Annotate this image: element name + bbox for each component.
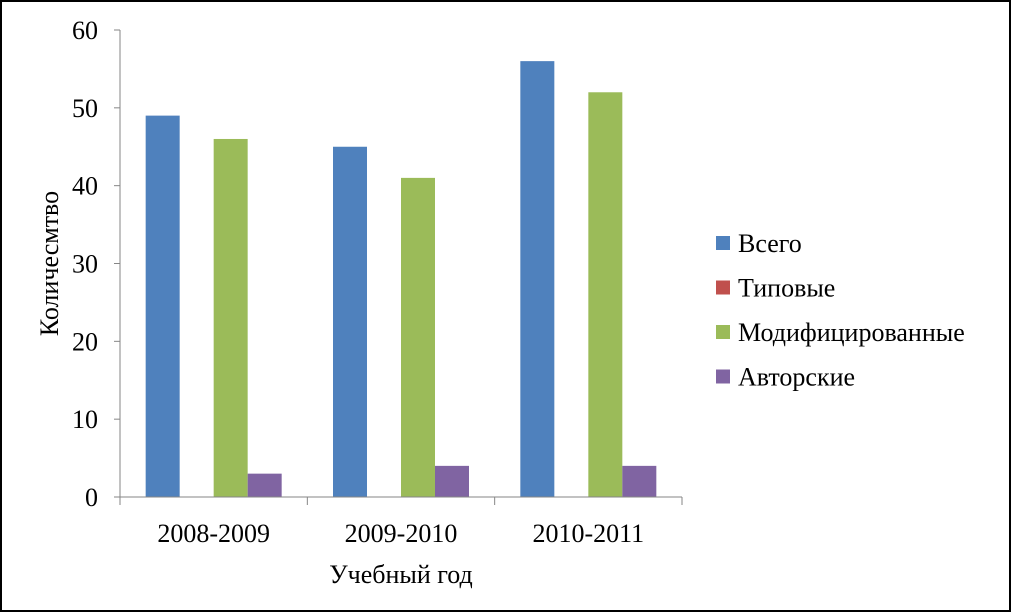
y-tick-label: 60 — [72, 16, 98, 45]
legend-label-Модифицированные: Модифицированные — [738, 318, 965, 347]
legend-label-Авторские: Авторские — [738, 363, 855, 392]
x-tick-label: 2008-2009 — [157, 519, 270, 548]
x-tick-label: 2010-2011 — [532, 519, 644, 548]
plot-area — [145, 61, 657, 498]
bar-Модифицированные-2009-2010 — [401, 177, 435, 497]
axes: 0 10 20 30 40 50 60 2008-2009 2009-2010 2010-2011 — [72, 16, 683, 548]
y-tick-label: 20 — [72, 327, 98, 356]
x-axis-title: Учебный год — [329, 560, 473, 589]
legend-swatch-Типовые — [716, 280, 730, 295]
legend-label-Всего: Всего — [738, 229, 802, 258]
bar-Модифицированные-2008-2009 — [213, 138, 248, 497]
y-axis-title: Количесмтво — [35, 191, 64, 336]
bar-Авторские-2010-2011 — [622, 465, 657, 497]
legend-swatch-Авторские — [716, 369, 730, 384]
bar-Авторские-2009-2010 — [435, 465, 469, 497]
y-tick-label: 10 — [72, 405, 98, 434]
bar-Всего-2008-2009 — [145, 115, 180, 498]
legend-swatch-Всего — [716, 236, 730, 250]
legend-swatch-Модифицированные — [716, 325, 730, 339]
legend-label-Типовые: Типовые — [738, 274, 835, 303]
bar-Модифицированные-2010-2011 — [588, 92, 623, 498]
bar-Авторские-2008-2009 — [247, 473, 282, 497]
y-tick-label: 30 — [72, 250, 98, 279]
legend: Всего Типовые Модифицированные Авторские — [716, 229, 965, 392]
x-tick-label: 2009-2010 — [345, 519, 458, 548]
y-tick-label: 50 — [72, 94, 98, 123]
y-tick-label: 0 — [85, 483, 98, 512]
bar-Всего-2009-2010 — [333, 146, 367, 497]
y-tick-label: 40 — [72, 172, 98, 201]
bar-Всего-2010-2011 — [520, 61, 555, 497]
